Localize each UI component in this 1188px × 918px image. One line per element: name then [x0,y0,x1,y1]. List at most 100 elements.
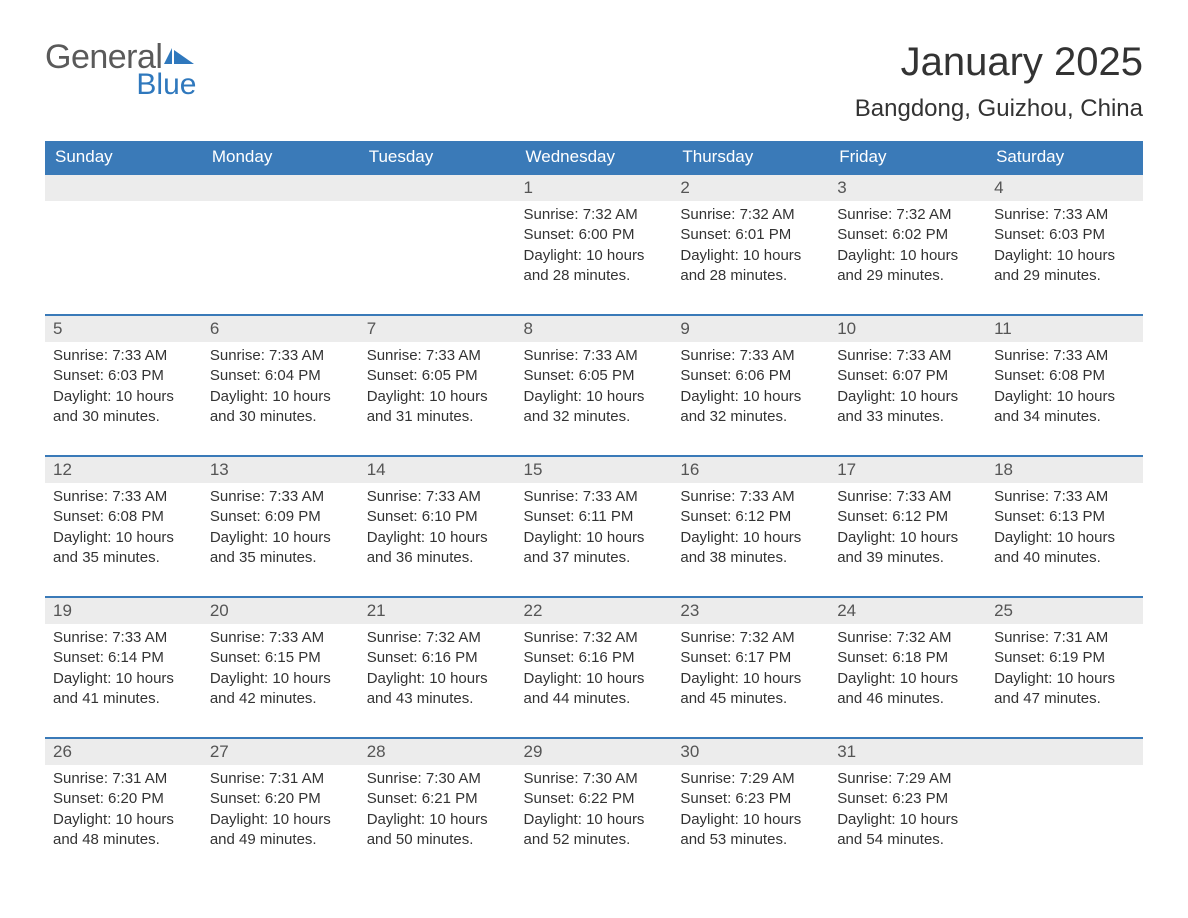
day-number: 24 [829,597,986,624]
day-number-row: 1234 [45,174,1143,201]
daylight-label: Daylight: [53,388,111,405]
sunrise-value: 7:33 AM [112,488,167,505]
sunset-label: Sunset: [524,367,575,384]
sunset-label: Sunset: [837,508,888,525]
sunrise-value: 7:29 AM [896,770,951,787]
sunrise-value: 7:33 AM [426,347,481,364]
sunrise-label: Sunrise: [680,347,735,364]
sunset-value: 6:12 PM [735,508,791,525]
daylight-label: Daylight: [210,811,268,828]
daylight-label: Daylight: [210,388,268,405]
day-number: 13 [202,456,359,483]
sunrise-value: 7:32 AM [583,629,638,646]
sunrise-label: Sunrise: [994,206,1049,223]
daylight-label: Daylight: [524,670,582,687]
daylight-label: Daylight: [994,529,1052,546]
sunrise-value: 7:29 AM [740,770,795,787]
sunset-label: Sunset: [53,790,104,807]
day-number: 17 [829,456,986,483]
sunrise-label: Sunrise: [994,488,1049,505]
sunset-value: 6:23 PM [735,790,791,807]
sunrise-label: Sunrise: [53,629,108,646]
sunset-label: Sunset: [837,367,888,384]
sunset-value: 6:11 PM [579,508,634,525]
sunrise-label: Sunrise: [837,206,892,223]
day-number: 4 [986,174,1143,201]
day-number-row: 567891011 [45,315,1143,342]
sunrise-value: 7:33 AM [740,488,795,505]
day-info: Sunrise: 7:29 AMSunset: 6:23 PMDaylight:… [829,765,986,878]
empty-day-number [359,174,516,201]
page-header: General Blue January 2025 Bangdong, Guiz… [45,40,1143,123]
day-info: Sunrise: 7:33 AMSunset: 6:08 PMDaylight:… [45,483,202,597]
title-block: January 2025 Bangdong, Guizhou, China [855,40,1143,123]
sunrise-value: 7:33 AM [112,629,167,646]
day-number: 20 [202,597,359,624]
daylight-label: Daylight: [680,388,738,405]
sunset-label: Sunset: [524,649,575,666]
day-number: 23 [672,597,829,624]
sunrise-label: Sunrise: [367,770,422,787]
daylight-label: Daylight: [524,811,582,828]
sunrise-value: 7:33 AM [740,347,795,364]
sunset-label: Sunset: [210,367,261,384]
day-number: 12 [45,456,202,483]
calendar-table: SundayMondayTuesdayWednesdayThursdayFrid… [45,141,1143,878]
sunset-value: 6:20 PM [108,790,164,807]
sunset-label: Sunset: [994,508,1045,525]
daylight-label: Daylight: [680,670,738,687]
weekday-header: Friday [829,141,986,174]
sunset-label: Sunset: [210,508,261,525]
sunrise-label: Sunrise: [367,629,422,646]
weekday-header: Sunday [45,141,202,174]
sunrise-label: Sunrise: [367,488,422,505]
day-info: Sunrise: 7:32 AMSunset: 6:01 PMDaylight:… [672,201,829,315]
empty-day-number [202,174,359,201]
sunset-label: Sunset: [680,649,731,666]
sunset-value: 6:05 PM [422,367,478,384]
sunset-label: Sunset: [680,367,731,384]
sunrise-value: 7:33 AM [583,488,638,505]
day-info: Sunrise: 7:32 AMSunset: 6:16 PMDaylight:… [516,624,673,738]
daylight-label: Daylight: [994,247,1052,264]
sunrise-label: Sunrise: [53,770,108,787]
day-info: Sunrise: 7:33 AMSunset: 6:09 PMDaylight:… [202,483,359,597]
sunrise-label: Sunrise: [680,770,735,787]
day-number: 1 [516,174,673,201]
location-subtitle: Bangdong, Guizhou, China [855,95,1143,123]
sunset-label: Sunset: [53,367,104,384]
sunrise-value: 7:33 AM [269,629,324,646]
sunset-value: 6:13 PM [1049,508,1105,525]
sunset-label: Sunset: [680,508,731,525]
sunrise-label: Sunrise: [837,629,892,646]
sunrise-value: 7:30 AM [426,770,481,787]
daylight-label: Daylight: [837,529,895,546]
daylight-label: Daylight: [837,247,895,264]
sunset-label: Sunset: [367,790,418,807]
daylight-label: Daylight: [680,529,738,546]
sunset-value: 6:17 PM [735,649,791,666]
sunset-value: 6:18 PM [892,649,948,666]
sunset-value: 6:07 PM [892,367,948,384]
day-number: 8 [516,315,673,342]
sunset-label: Sunset: [680,226,731,243]
sunset-value: 6:21 PM [422,790,478,807]
daylight-label: Daylight: [680,247,738,264]
day-number-row: 19202122232425 [45,597,1143,624]
day-info: Sunrise: 7:32 AMSunset: 6:18 PMDaylight:… [829,624,986,738]
sunrise-value: 7:33 AM [896,347,951,364]
daylight-label: Daylight: [367,529,425,546]
sunset-label: Sunset: [837,226,888,243]
day-info-row: Sunrise: 7:32 AMSunset: 6:00 PMDaylight:… [45,201,1143,315]
sunrise-label: Sunrise: [210,488,265,505]
sunset-label: Sunset: [53,649,104,666]
sunset-label: Sunset: [53,508,104,525]
sunset-value: 6:16 PM [422,649,478,666]
day-number: 28 [359,738,516,765]
weekday-header-row: SundayMondayTuesdayWednesdayThursdayFrid… [45,141,1143,174]
sunrise-value: 7:33 AM [1053,488,1108,505]
sunset-label: Sunset: [994,649,1045,666]
day-number: 25 [986,597,1143,624]
sunset-label: Sunset: [367,367,418,384]
empty-day-info [986,765,1143,878]
